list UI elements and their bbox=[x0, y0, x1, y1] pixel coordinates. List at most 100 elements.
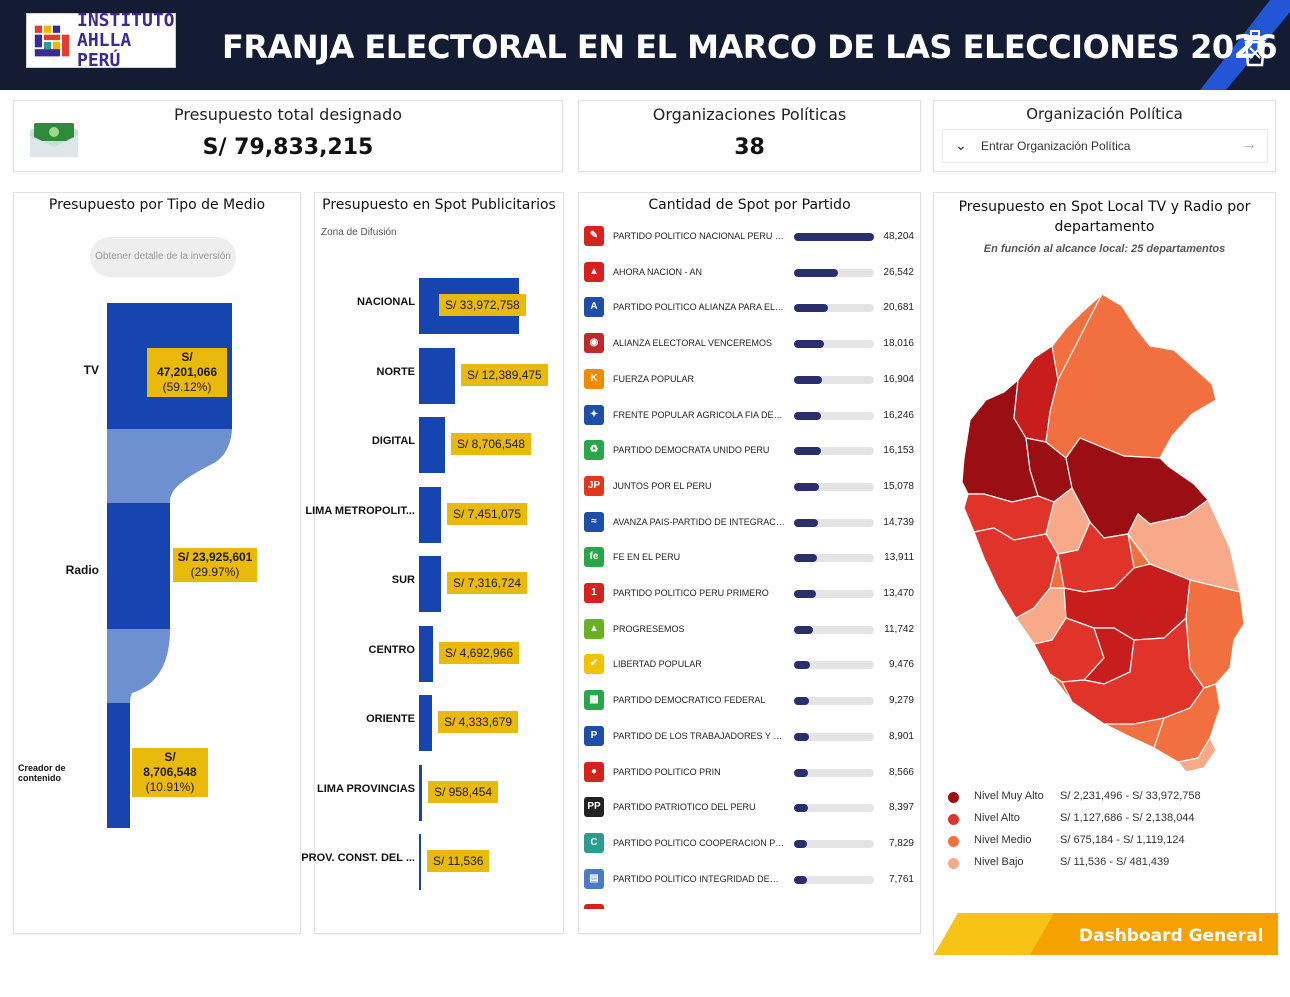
media-flow-chart bbox=[107, 303, 232, 828]
party-row[interactable]: PP PARTIDO PATRIOTICO DEL PERU 8,397 bbox=[579, 790, 920, 826]
party-bar[interactable] bbox=[794, 768, 808, 777]
zone-bar[interactable] bbox=[419, 834, 421, 890]
zone-row[interactable]: CENTRO S/ 4,692,966 bbox=[315, 625, 563, 682]
party-row[interactable]: JP JUNTOS POR EL PERU 15,078 bbox=[579, 469, 920, 505]
party-row[interactable]: ◉ ALIANZA ELECTORAL VENCEREMOS 18,016 bbox=[579, 326, 920, 362]
party-bar[interactable] bbox=[794, 839, 807, 848]
media-budget-title: Presupuesto por Tipo de Medio bbox=[48, 197, 266, 213]
zone-bar[interactable] bbox=[419, 417, 445, 473]
zone-row[interactable]: LIMA METROPOLIT... S/ 7,451,075 bbox=[305, 486, 563, 543]
party-spot-count: 48,204 bbox=[883, 231, 914, 242]
legend-level-name: Nivel Medio bbox=[974, 834, 1032, 846]
header-bar: INSTITUTO AHLLA PERÚ FRANJA ELECTORAL EN… bbox=[0, 0, 1290, 90]
party-spot-count: 11,742 bbox=[884, 623, 914, 635]
party-bar[interactable] bbox=[794, 482, 819, 491]
zone-value-chip: S/ 8,706,548 bbox=[451, 433, 532, 455]
party-logo-icon: P bbox=[584, 725, 604, 746]
party-row[interactable]: ✔ LIBERTAD POPULAR 9,476 bbox=[579, 647, 920, 683]
party-name: PARTIDO POLITICO COOPERACION POPULAR bbox=[613, 837, 785, 848]
party-spot-count: 9,476 bbox=[888, 659, 914, 671]
party-row[interactable]: ▤ PARTIDO POLITICO INTEGRIDAD DEMOCRAT...… bbox=[579, 862, 920, 898]
party-row[interactable]: ✎ PARTIDO POLITICO NACIONAL PERU LIBRE 48,… bbox=[579, 219, 920, 255]
party-list[interactable]: ✎ PARTIDO POLITICO NACIONAL PERU LIBRE 48,… bbox=[579, 219, 920, 909]
zone-value-chip: S/ 4,692,966 bbox=[439, 641, 520, 664]
party-row[interactable]: K FUERZA POPULAR 16,904 bbox=[579, 362, 920, 398]
party-logo-icon: A bbox=[584, 297, 604, 318]
zone-bar[interactable] bbox=[419, 486, 441, 543]
investment-detail-button[interactable]: Obtener detalle de la inversión bbox=[90, 237, 236, 277]
zone-bar[interactable] bbox=[419, 347, 455, 404]
arrow-right-icon[interactable]: → bbox=[1241, 136, 1257, 153]
dept-puno[interactable] bbox=[1185, 579, 1245, 689]
dashboard-general-button[interactable]: Dashboard General bbox=[1079, 926, 1264, 946]
zone-row[interactable]: PROV. CONST. DEL ... S/ 11,536 bbox=[301, 834, 563, 890]
dept-loreto[interactable] bbox=[1045, 293, 1217, 459]
party-row[interactable]: C PARTIDO POLITICO COOPERACION POPULAR 7,8… bbox=[579, 826, 920, 862]
party-bar[interactable] bbox=[794, 268, 838, 277]
party-row[interactable]: A PARTIDO POLITICO ALIANZA PARA EL PROG..… bbox=[579, 290, 920, 326]
party-bar[interactable] bbox=[794, 590, 816, 598]
zone-row[interactable]: NORTE S/ 12,389,475 bbox=[315, 347, 563, 404]
tv-value: S/ 47,201,066 bbox=[156, 350, 218, 379]
party-logo-icon: ✎ bbox=[584, 226, 604, 246]
zone-bar[interactable] bbox=[419, 625, 433, 682]
party-bar[interactable] bbox=[794, 625, 813, 634]
radio-pct: (29.97%) bbox=[190, 565, 240, 579]
zone-bar[interactable] bbox=[419, 764, 422, 821]
peru-department-map[interactable] bbox=[954, 288, 1254, 778]
tv-value-chip: S/ 47,201,066 (59.12%) bbox=[147, 348, 227, 397]
party-bar[interactable] bbox=[794, 304, 828, 313]
party-row[interactable]: 1 PARTIDO POLITICO PERU PRIMERO 13,470 bbox=[579, 576, 920, 612]
party-row[interactable]: fe FE EN EL PERU 13,911 bbox=[579, 540, 920, 576]
dashboard-general-button-bg[interactable] bbox=[934, 913, 1278, 955]
tv-pct: (59.12%) bbox=[162, 380, 212, 394]
party-row[interactable]: ✦ FRENTE POPULAR AGRICOLA FIA DEL PERU-..… bbox=[579, 398, 920, 434]
party-bar[interactable] bbox=[794, 875, 807, 884]
party-bar[interactable] bbox=[794, 411, 821, 420]
party-bar-track bbox=[794, 697, 874, 706]
zone-row[interactable]: SUR S/ 7,316,724 bbox=[315, 556, 563, 612]
zone-row[interactable]: LIMA PROVINCIAS S/ 958,454 bbox=[315, 764, 563, 821]
department-map-panel: Presupuesto en Spot Local TV y Radio por… bbox=[933, 192, 1278, 955]
party-logo-icon: JP bbox=[584, 475, 604, 496]
party-row[interactable]: ▲ AHORA NACION - AN 26,542 bbox=[579, 255, 920, 291]
party-bar[interactable] bbox=[794, 661, 810, 670]
org-filter-card: Organización Política ⌄ Entrar Organizac… bbox=[933, 100, 1276, 172]
party-bar[interactable] bbox=[794, 233, 874, 241]
party-spot-count: 16,153 bbox=[883, 445, 914, 457]
zone-row[interactable]: ORIENTE S/ 4,333,679 bbox=[315, 695, 563, 751]
institute-emblem-icon bbox=[33, 21, 71, 60]
party-row[interactable]: ●PARTIDO CIUDADANOS POR EL PERU6,900 bbox=[579, 897, 920, 909]
radio-to-creator-flow bbox=[107, 629, 170, 703]
dept-tacna[interactable] bbox=[1176, 736, 1217, 773]
trash-icon[interactable] bbox=[1240, 28, 1270, 68]
party-row[interactable]: ▦ PARTIDO DEMOCRATICO FEDERAL 9,279 bbox=[579, 683, 920, 719]
party-bar[interactable] bbox=[794, 697, 809, 706]
zone-row[interactable]: DIGITAL S/ 8,706,548 bbox=[315, 417, 563, 473]
party-spot-count: 7,829 bbox=[888, 837, 914, 849]
party-row[interactable]: ♻ PARTIDO DEMOCRATA UNIDO PERU 16,153 bbox=[579, 433, 920, 469]
zone-value-chip: S/ 7,451,075 bbox=[447, 502, 528, 525]
party-bar[interactable] bbox=[794, 340, 824, 349]
zone-name: DIGITAL bbox=[371, 435, 415, 447]
party-spot-count: 14,739 bbox=[883, 516, 914, 528]
party-bar[interactable] bbox=[794, 732, 809, 741]
zone-bar[interactable] bbox=[419, 556, 441, 612]
zone-row[interactable]: NACIONAL S/ 33,972,758 bbox=[315, 278, 563, 334]
party-bar[interactable] bbox=[794, 518, 818, 527]
dept-arequipa[interactable] bbox=[1061, 616, 1205, 725]
org-filter-dropdown[interactable]: ⌄ Entrar Organización Política → bbox=[942, 129, 1268, 163]
party-name: AHORA NACION - AN bbox=[613, 266, 703, 277]
party-bar[interactable] bbox=[794, 375, 822, 384]
party-row[interactable]: P PARTIDO DE LOS TRABAJADORES Y EMPRED...… bbox=[579, 719, 920, 755]
zone-value-chip: S/ 958,454 bbox=[428, 780, 499, 803]
party-bar[interactable] bbox=[794, 804, 808, 813]
party-row[interactable]: ≈ AVANZA PAIS-PARTIDO DE INTEGRACION S...… bbox=[579, 505, 920, 541]
party-row[interactable]: ▲ PROGRESEMOS 11,742 bbox=[579, 612, 920, 648]
party-bar-track bbox=[794, 233, 874, 241]
zone-bar[interactable] bbox=[419, 695, 432, 751]
party-bar[interactable] bbox=[794, 554, 817, 563]
party-row[interactable]: ● PARTIDO POLITICO PRIN 8,566 bbox=[579, 755, 920, 791]
party-bar[interactable] bbox=[794, 447, 821, 456]
party-bar-track bbox=[794, 661, 874, 670]
